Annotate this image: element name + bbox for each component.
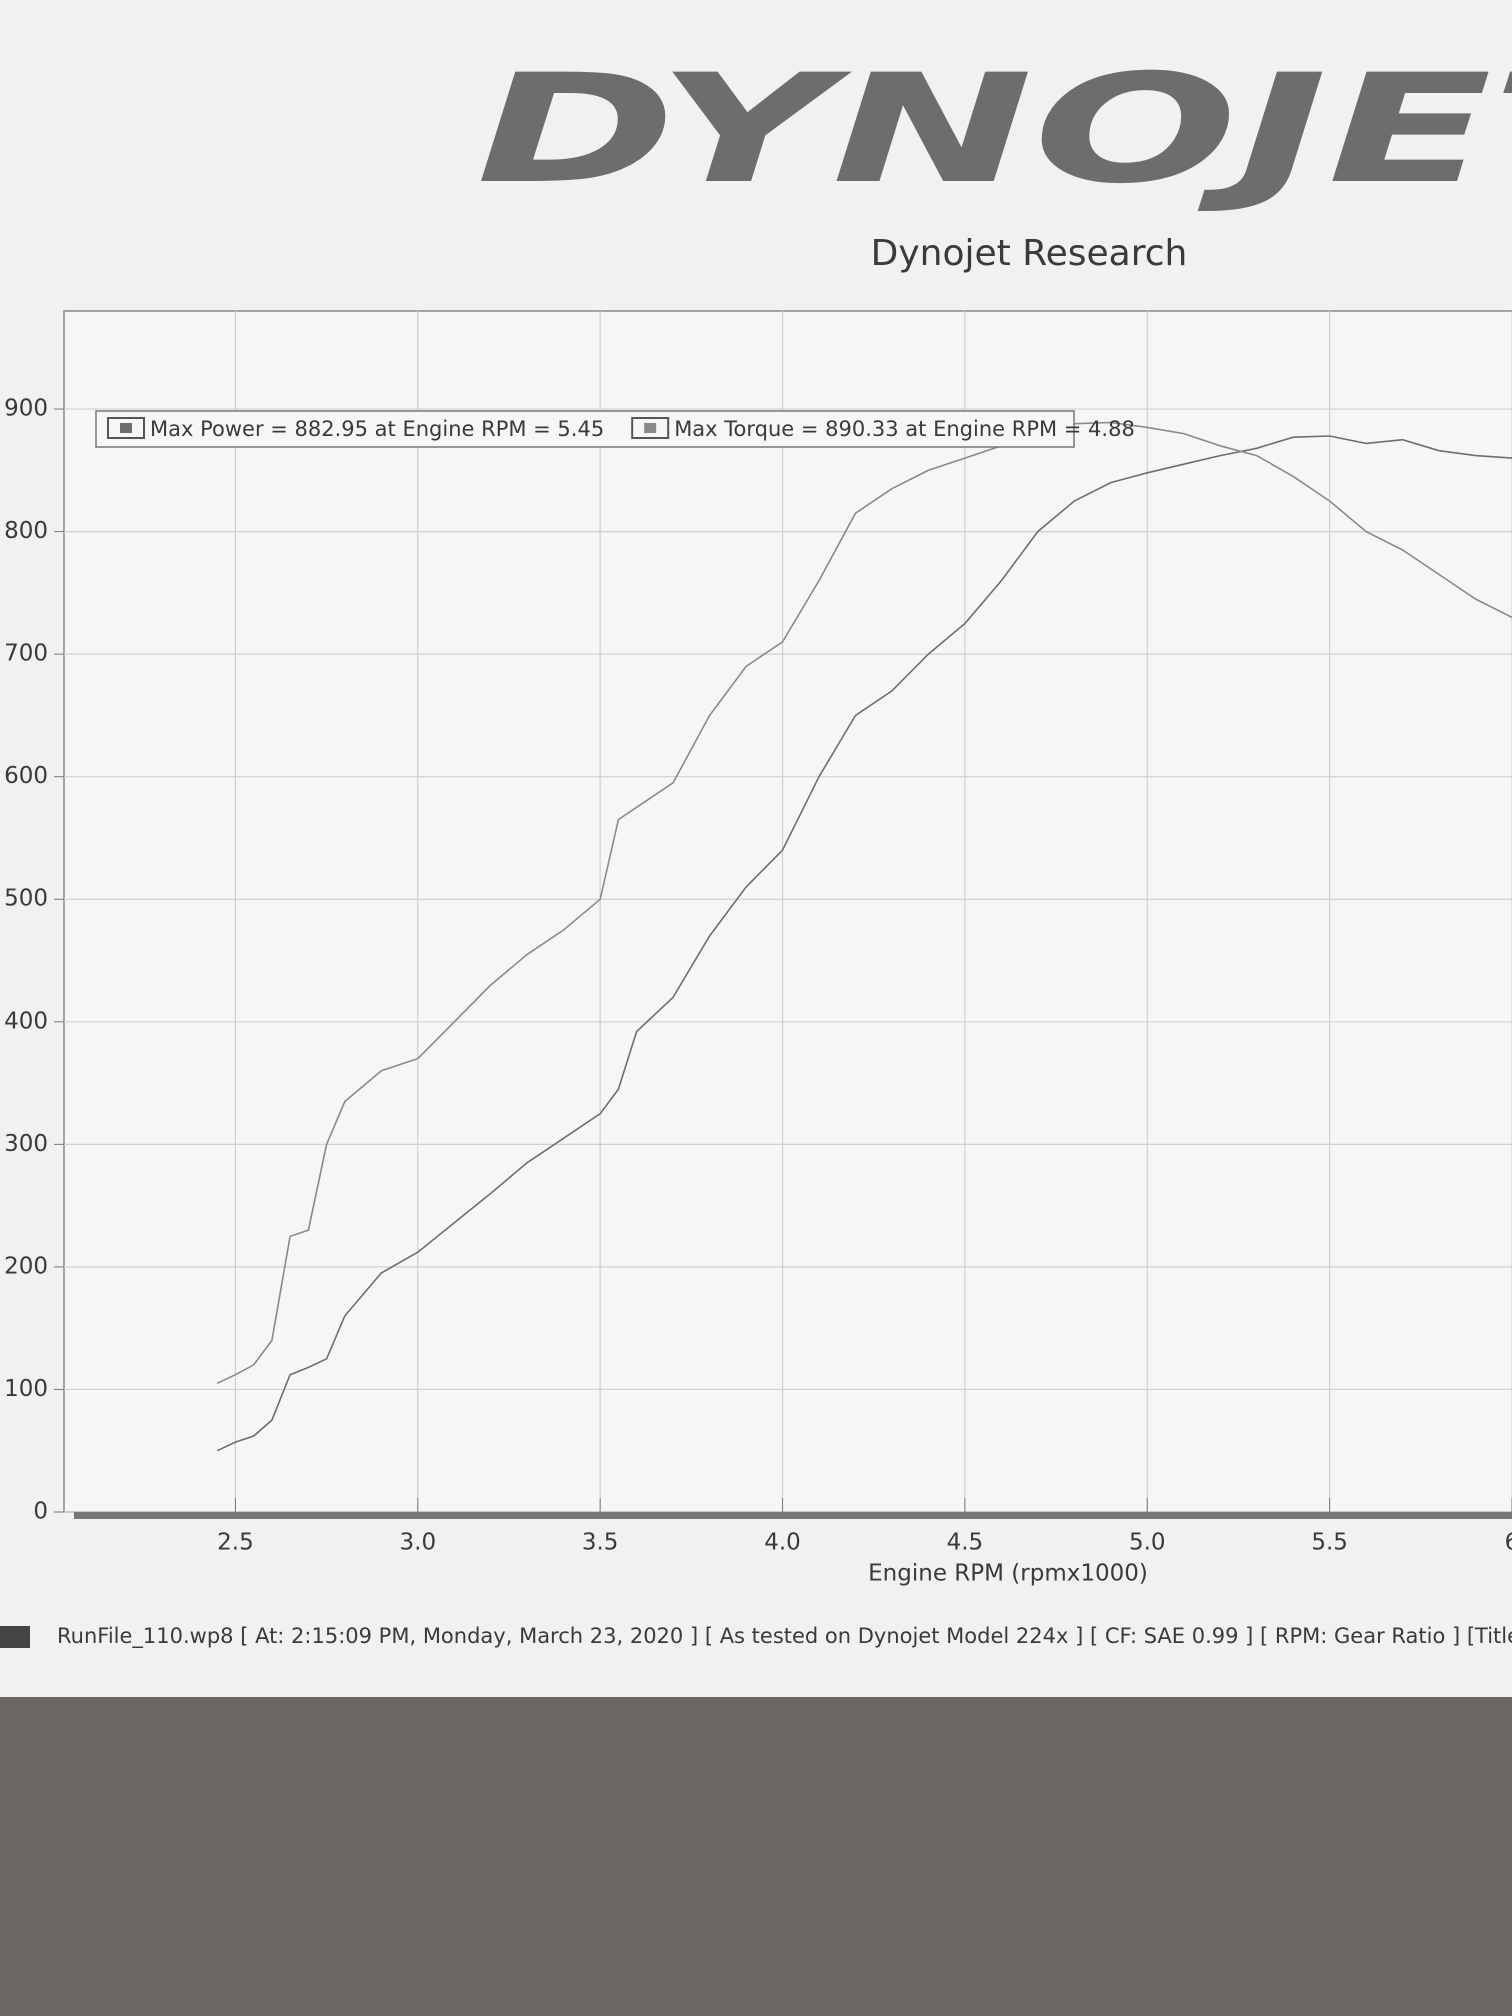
- legend-label: Max Torque = 890.33 at Engine RPM = 4.88: [674, 417, 1135, 441]
- logo: DYNOJET: [476, 43, 1512, 217]
- y-tick-label: 700: [4, 641, 48, 667]
- y-tick-label: 500: [4, 886, 48, 912]
- x-axis-label: Engine RPM (rpmx1000): [868, 1561, 1148, 1587]
- y-tick-label: 300: [4, 1131, 48, 1157]
- legend-swatch-fill: [120, 423, 132, 433]
- legend-swatch: [107, 417, 145, 439]
- carpet: [0, 1697, 1512, 2016]
- y-tick-label: 900: [4, 396, 48, 422]
- x-tick-label: 5.0: [1129, 1530, 1166, 1556]
- x-tick-label: 6: [1505, 1530, 1512, 1556]
- y-tick-label: 600: [4, 763, 48, 789]
- legend-label: Max Power = 882.95 at Engine RPM = 5.45: [150, 417, 604, 441]
- y-tick-label: 400: [4, 1008, 48, 1034]
- y-tick-label: 200: [4, 1253, 48, 1279]
- y-tick-label: 0: [33, 1499, 48, 1525]
- footer-icon: [0, 1626, 30, 1648]
- plot-area: [63, 310, 1512, 1513]
- x-tick-label: 5.5: [1311, 1530, 1348, 1556]
- chart-title: Dynojet Research: [871, 233, 1188, 274]
- legend-box: [95, 410, 1075, 448]
- y-tick-label: 100: [4, 1376, 48, 1402]
- x-axis-bar: [74, 1512, 1512, 1519]
- x-tick-label: 2.5: [217, 1530, 254, 1556]
- legend-swatch: [631, 417, 670, 439]
- x-tick-label: 4.5: [947, 1530, 984, 1556]
- x-tick-label: 4.0: [764, 1530, 801, 1556]
- footer: RunFile_110.wp8 [ At: 2:15:09 PM, Monday…: [57, 1624, 1512, 1649]
- y-tick-label: 800: [4, 518, 48, 544]
- data-line: [216, 421, 1512, 1385]
- legend-swatch-fill: [644, 423, 657, 433]
- x-tick-label: 3.0: [400, 1530, 437, 1556]
- data-line: [216, 435, 1512, 1452]
- x-tick-label: 3.5: [582, 1530, 619, 1556]
